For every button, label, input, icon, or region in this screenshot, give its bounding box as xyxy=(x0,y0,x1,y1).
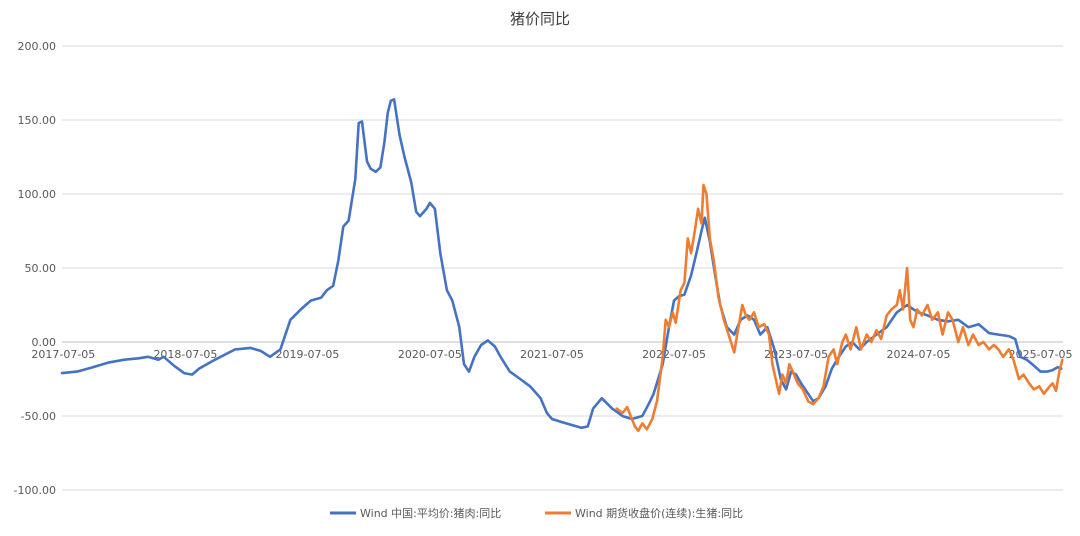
gridlines xyxy=(62,45,1063,491)
x-tick-label: 2022-07-05 xyxy=(642,348,706,361)
series-lines xyxy=(60,98,1064,433)
y-tick-label: 100.00 xyxy=(18,188,57,201)
x-tick-label: 2019-07-05 xyxy=(276,348,340,361)
y-tick-label: -50.00 xyxy=(21,410,56,423)
x-tick-label: 2017-07-05 xyxy=(31,348,95,361)
y-tick-label: -100.00 xyxy=(14,484,56,497)
x-tick-label: 2024-07-05 xyxy=(887,348,951,361)
chart-title: 猪价同比 xyxy=(510,10,570,28)
legend: Wind 中国:平均价:猪肉:同比 Wind 期货收盘价(连续):生猪:同比 xyxy=(330,506,743,520)
y-tick-label: 200.00 xyxy=(18,40,57,53)
x-tick-label: 2018-07-05 xyxy=(153,348,217,361)
series-line-2 xyxy=(615,183,1064,433)
legend-label: Wind 中国:平均价:猪肉:同比 xyxy=(360,507,501,520)
y-tick-label: 0.00 xyxy=(32,336,57,349)
x-tick-label: 2021-07-05 xyxy=(520,348,584,361)
y-tick-label: 150.00 xyxy=(18,114,57,127)
y-axis-labels: 200.00 150.00 100.00 50.00 0.00 -50.00 -100.00 xyxy=(14,40,56,497)
x-tick-label: 2020-07-05 xyxy=(398,348,462,361)
x-axis-labels: 2017-07-05 2018-07-05 2019-07-05 2020-07-05… xyxy=(31,348,1072,361)
x-tick-label: 2023-07-05 xyxy=(764,348,828,361)
legend-label: Wind 期货收盘价(连续):生猪:同比 xyxy=(575,506,743,520)
y-tick-label: 50.00 xyxy=(25,262,57,275)
